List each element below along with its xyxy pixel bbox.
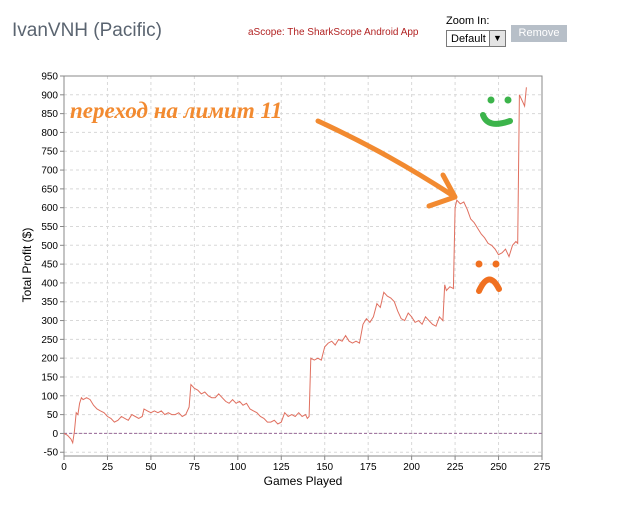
y-tick-label: 650 <box>41 184 58 195</box>
y-tick-label: 550 <box>41 222 58 233</box>
y-tick-label: 700 <box>41 166 58 177</box>
y-tick-label: 800 <box>41 128 58 139</box>
y-tick-label: 400 <box>41 278 58 289</box>
grid <box>63 75 543 456</box>
y-axis-label: Total Profit ($) <box>20 228 34 303</box>
player-title: IvanVNH (Pacific) <box>12 20 162 41</box>
x-axis-label: Games Played <box>264 474 343 488</box>
axis-ticks: 0 25 50 75 100 125 150 175 200 225 250 275-50050100… <box>41 72 550 474</box>
y-tick-label: 850 <box>41 109 58 120</box>
arrow-icon <box>315 118 455 198</box>
y-tick-label: 300 <box>41 316 58 327</box>
x-tick-label: 125 <box>273 462 290 473</box>
y-tick-label: 450 <box>41 260 58 271</box>
y-tick-label: -50 <box>44 448 59 459</box>
y-tick-label: 600 <box>41 203 58 214</box>
arrow-head-icon <box>426 172 458 209</box>
y-tick-label: 350 <box>41 297 58 308</box>
profit-series-line <box>63 87 527 445</box>
annotation-text: переход на лимит 11 <box>70 98 282 123</box>
smile-icon <box>480 96 513 127</box>
x-tick-label: 100 <box>229 462 246 473</box>
y-tick-label: 0 <box>52 429 58 440</box>
frown-icon <box>475 260 502 294</box>
zoom-select[interactable]: Default ▼ <box>446 30 506 47</box>
x-tick-label: 175 <box>360 462 377 473</box>
plot-border <box>63 75 543 457</box>
y-tick-label: 900 <box>41 90 58 101</box>
x-tick-label: 25 <box>102 462 114 473</box>
zoom-label: Zoom In: <box>446 15 490 27</box>
chevron-down-icon[interactable]: ▼ <box>489 31 505 46</box>
android-app-link[interactable]: aScope: The SharkScope Android App <box>248 27 419 38</box>
y-tick-label: 50 <box>47 410 59 421</box>
x-tick-label: 75 <box>189 462 201 473</box>
y-tick-label: 500 <box>41 241 58 252</box>
remove-button[interactable]: Remove <box>511 25 567 42</box>
x-tick-label: 250 <box>490 462 507 473</box>
x-tick-label: 275 <box>534 462 551 473</box>
x-tick-label: 225 <box>447 462 464 473</box>
y-tick-label: 100 <box>41 391 58 402</box>
y-tick-label: 250 <box>41 335 58 346</box>
plot-background <box>64 76 542 456</box>
x-tick-label: 0 <box>61 462 67 473</box>
x-tick-label: 200 <box>403 462 420 473</box>
y-tick-label: 150 <box>41 372 58 383</box>
y-tick-label: 200 <box>41 354 58 365</box>
zoom-selected-value: Default <box>451 33 486 45</box>
x-tick-label: 150 <box>316 462 333 473</box>
x-tick-label: 50 <box>145 462 157 473</box>
y-tick-label: 950 <box>41 72 58 83</box>
y-tick-label: 750 <box>41 147 58 158</box>
